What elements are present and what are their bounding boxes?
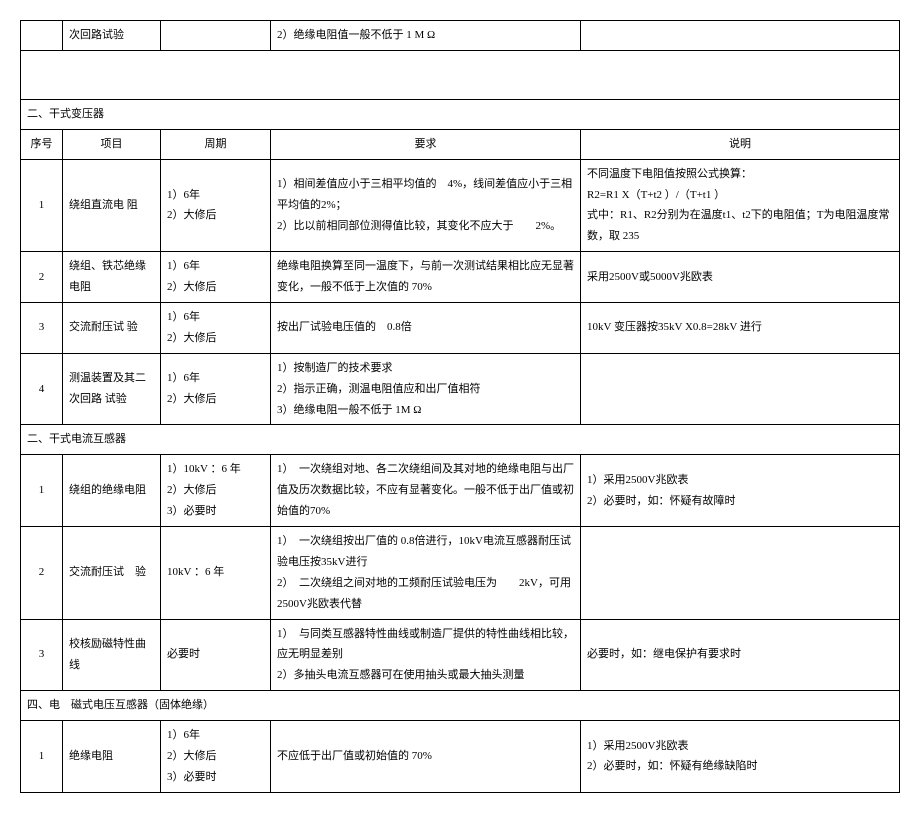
cell-no: 3 xyxy=(21,303,63,354)
cell-item: 绕组直流电 阻 xyxy=(63,159,161,252)
cell-note xyxy=(581,353,900,425)
cell-item: 交流耐压试 验 xyxy=(63,303,161,354)
cell-note: 不同温度下电阻值按照公式换算：R2=R1 X（T+t2 ）/（T+t1 ）式中：… xyxy=(581,159,900,252)
cell-period: 必要时 xyxy=(161,619,271,691)
section-header-row: 二、干式电流互感器 xyxy=(21,425,900,455)
cell-req: 不应低于出厂值或初始值的 70% xyxy=(271,721,581,793)
cell-req: 绝缘电阻换算至同一温度下，与前一次测试结果相比应无显著变化，一般不低于上次值的 … xyxy=(271,252,581,303)
col-header-req: 要求 xyxy=(271,129,581,159)
cell-period: 1）6年2）大修后3）必要时 xyxy=(161,721,271,793)
cell-period: 10kV ：6 年 xyxy=(161,527,271,620)
table-row: 3 校核励磁特性曲线 必要时 1） 与同类互感器特性曲线或制造厂提供的特性曲线相… xyxy=(21,619,900,691)
cell-no: 3 xyxy=(21,619,63,691)
section-header-row: 四、电 磁式电压互感器（固体绝缘） xyxy=(21,691,900,721)
cell-period: 1）6年2）大修后 xyxy=(161,252,271,303)
col-header-no: 序号 xyxy=(21,129,63,159)
cell: 次回路试验 xyxy=(63,21,161,51)
cell-no: 4 xyxy=(21,353,63,425)
section-title: 二、干式电流互感器 xyxy=(21,425,900,455)
gap-row xyxy=(21,50,900,99)
cell-no: 2 xyxy=(21,527,63,620)
cell-item: 交流耐压试 验 xyxy=(63,527,161,620)
cell-req: 按出厂试验电压值的 0.8倍 xyxy=(271,303,581,354)
cell-note: 10kV 变压器按35kV X0.8=28kV 进行 xyxy=(581,303,900,354)
cell-no: 2 xyxy=(21,252,63,303)
table-row: 1 绕组直流电 阻 1）6年2）大修后 1）相间差值应小于三相平均值的 4%，线… xyxy=(21,159,900,252)
cell-req: 1） 一次绕组按出厂值的 0.8倍进行，10kV电流互感器耐压试验电压按35kV… xyxy=(271,527,581,620)
cell-note: 1）采用2500V兆欧表2）必要时，如：怀疑有绝缘缺陷时 xyxy=(581,721,900,793)
cell-item: 绕组、铁芯绝缘电阻 xyxy=(63,252,161,303)
cell xyxy=(581,21,900,51)
cell-item: 测温装置及其二次回路 试验 xyxy=(63,353,161,425)
cell-note: 1）采用2500V兆欧表2）必要时，如：怀疑有故障时 xyxy=(581,455,900,527)
table-row: 1 绕组的绝缘电阻 1）10kV ：6 年2）大修后3）必要时 1） 一次绕组对… xyxy=(21,455,900,527)
table-header-row: 序号 项目 周期 要求 说明 xyxy=(21,129,900,159)
cell-req: 1） 与同类互感器特性曲线或制造厂提供的特性曲线相比较，应无明显差别2）多抽头电… xyxy=(271,619,581,691)
cell-req: 1） 一次绕组对地、各二次绕组间及其对地的绝缘电阻与出厂值及历次数据比较，不应有… xyxy=(271,455,581,527)
table-row: 2 交流耐压试 验 10kV ：6 年 1） 一次绕组按出厂值的 0.8倍进行，… xyxy=(21,527,900,620)
spec-table: 次回路试验 2）绝缘电阻值一般不低于 1 M Ω 二、干式变压器 序号 项目 周… xyxy=(20,20,900,793)
cell xyxy=(21,21,63,51)
cell-period: 1）6年2）大修后 xyxy=(161,303,271,354)
section-title: 四、电 磁式电压互感器（固体绝缘） xyxy=(21,691,900,721)
table-row: 2 绕组、铁芯绝缘电阻 1）6年2）大修后 绝缘电阻换算至同一温度下，与前一次测… xyxy=(21,252,900,303)
section-title: 二、干式变压器 xyxy=(21,99,900,129)
cell-no: 1 xyxy=(21,721,63,793)
table-row: 4 测温装置及其二次回路 试验 1）6年2）大修后 1）按制造厂的技术要求2）指… xyxy=(21,353,900,425)
cell-item: 绝缘电阻 xyxy=(63,721,161,793)
col-header-note: 说明 xyxy=(581,129,900,159)
cell-req: 1）相间差值应小于三相平均值的 4%，线间差值应小于三相平均值的2%；2）比以前… xyxy=(271,159,581,252)
cell xyxy=(161,21,271,51)
table-row: 1 绝缘电阻 1）6年2）大修后3）必要时 不应低于出厂值或初始值的 70% 1… xyxy=(21,721,900,793)
section-header-row: 二、干式变压器 xyxy=(21,99,900,129)
cell-period: 1）6年2）大修后 xyxy=(161,159,271,252)
table-row: 3 交流耐压试 验 1）6年2）大修后 按出厂试验电压值的 0.8倍 10kV … xyxy=(21,303,900,354)
cell-note: 必要时，如：继电保护有要求时 xyxy=(581,619,900,691)
cell-no: 1 xyxy=(21,455,63,527)
cell-period: 1）10kV ：6 年2）大修后3）必要时 xyxy=(161,455,271,527)
cell-note: 采用2500V或5000V兆欧表 xyxy=(581,252,900,303)
cell-note xyxy=(581,527,900,620)
col-header-period: 周期 xyxy=(161,129,271,159)
cell-req: 1）按制造厂的技术要求2）指示正确，测温电阻值应和出厂值相符3）绝缘电阻一般不低… xyxy=(271,353,581,425)
cell-period: 1）6年2）大修后 xyxy=(161,353,271,425)
cell-item: 绕组的绝缘电阻 xyxy=(63,455,161,527)
col-header-item: 项目 xyxy=(63,129,161,159)
cell-no: 1 xyxy=(21,159,63,252)
table-row: 次回路试验 2）绝缘电阻值一般不低于 1 M Ω xyxy=(21,21,900,51)
cell: 2）绝缘电阻值一般不低于 1 M Ω xyxy=(271,21,581,51)
cell-item: 校核励磁特性曲线 xyxy=(63,619,161,691)
